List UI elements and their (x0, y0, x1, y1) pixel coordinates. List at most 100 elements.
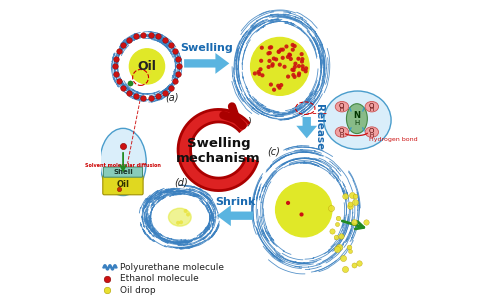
Text: O: O (339, 103, 344, 109)
Point (341, 267, 349, 272)
Point (128, 67, 136, 71)
Point (288, 43, 296, 47)
Point (298, 57, 306, 62)
Ellipse shape (168, 208, 191, 226)
Point (266, 45, 274, 50)
Text: Release: Release (314, 104, 324, 151)
Point (336, 234, 344, 239)
Point (290, 74, 298, 79)
Point (142, 73, 150, 77)
Point (147, 32, 155, 37)
Point (294, 56, 302, 61)
Point (346, 249, 354, 254)
Text: Shrink: Shrink (216, 197, 256, 207)
Point (336, 244, 344, 249)
Point (114, 79, 122, 84)
Point (154, 34, 162, 39)
Point (172, 49, 179, 54)
Point (140, 73, 148, 78)
Ellipse shape (336, 127, 348, 137)
Point (290, 68, 298, 73)
Point (258, 45, 266, 50)
Point (298, 64, 306, 69)
Circle shape (130, 49, 164, 84)
Point (111, 64, 119, 69)
Text: Swelling: Swelling (180, 43, 233, 53)
Point (298, 212, 306, 217)
Text: O: O (339, 128, 344, 134)
Point (251, 71, 259, 76)
Point (295, 71, 303, 76)
Point (339, 256, 347, 261)
Point (254, 70, 262, 74)
Text: mechanism: mechanism (176, 152, 261, 166)
Point (346, 204, 354, 208)
Point (266, 50, 274, 55)
Point (290, 73, 298, 77)
Text: Oil: Oil (116, 180, 130, 189)
Point (266, 58, 274, 63)
Point (126, 81, 134, 86)
Point (284, 74, 292, 79)
Point (270, 56, 278, 61)
Ellipse shape (346, 104, 368, 134)
Point (275, 49, 283, 54)
Text: Oil: Oil (138, 60, 156, 73)
Point (172, 79, 179, 84)
Point (161, 38, 169, 42)
Point (119, 85, 127, 90)
Point (174, 56, 182, 61)
Point (350, 262, 358, 267)
Point (328, 229, 336, 233)
Point (342, 194, 349, 199)
Point (267, 45, 275, 50)
Point (267, 82, 275, 87)
Point (333, 221, 341, 226)
FancyBboxPatch shape (103, 176, 143, 195)
Point (119, 144, 127, 149)
Point (298, 59, 306, 64)
Point (147, 96, 155, 100)
Point (154, 94, 162, 99)
Ellipse shape (365, 101, 378, 112)
Point (119, 43, 127, 47)
Point (276, 62, 284, 67)
Point (132, 34, 140, 39)
Point (277, 47, 285, 52)
Point (112, 56, 120, 61)
Text: (b): (b) (238, 117, 252, 127)
Point (114, 49, 122, 54)
Text: H: H (340, 107, 344, 112)
Text: H: H (370, 107, 374, 112)
Point (350, 219, 358, 224)
Point (257, 58, 265, 63)
Point (132, 94, 140, 99)
Point (284, 200, 292, 205)
Point (268, 62, 276, 67)
Text: (a): (a) (166, 93, 179, 103)
Point (291, 64, 299, 69)
Point (287, 57, 295, 62)
Point (362, 220, 370, 225)
Point (289, 47, 297, 52)
Point (177, 220, 185, 225)
Point (258, 73, 266, 78)
Text: Swelling: Swelling (187, 137, 250, 150)
Point (286, 52, 294, 57)
Text: (c): (c) (268, 146, 280, 157)
Point (264, 64, 272, 69)
Ellipse shape (365, 127, 378, 137)
Point (167, 85, 175, 90)
Text: O: O (369, 103, 374, 109)
Point (274, 50, 282, 54)
FancyBboxPatch shape (104, 167, 142, 177)
Point (276, 85, 283, 90)
Text: N: N (354, 111, 360, 120)
Point (175, 64, 183, 69)
Point (145, 62, 153, 67)
Point (174, 72, 182, 76)
Point (112, 72, 120, 76)
Ellipse shape (250, 38, 309, 95)
Point (299, 67, 307, 72)
Point (264, 51, 272, 56)
